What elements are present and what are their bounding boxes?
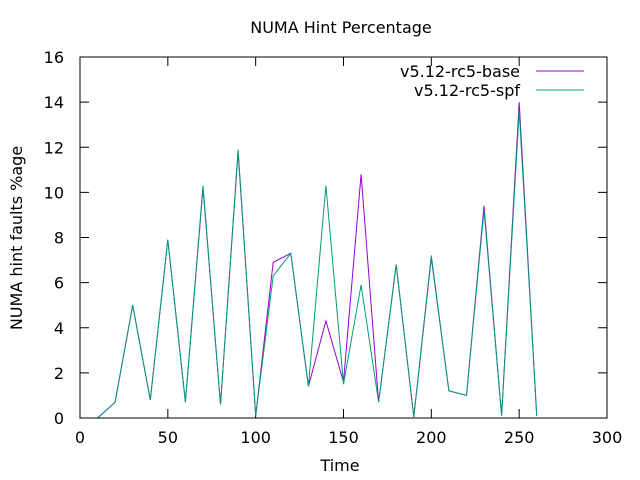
x-tick-label: 150 [328,428,359,447]
y-tick-label: 2 [54,364,64,383]
legend-label-1: v5.12-rc5-spf [414,81,520,100]
chart-title: NUMA Hint Percentage [250,18,432,37]
x-tick-label: 300 [592,428,623,447]
series-line-1 [97,111,538,419]
y-tick-label: 8 [54,229,64,248]
x-axis-label: Time [319,456,359,475]
y-tick-label: 12 [44,138,64,157]
y-tick-label: 10 [44,183,64,202]
legend-label-0: v5.12-rc5-base [400,62,520,81]
y-tick-label: 16 [44,48,64,67]
y-tick-label: 14 [44,93,64,112]
series-layer [97,102,538,419]
x-tick-label: 200 [416,428,447,447]
y-axis-label: NUMA hint faults %age [7,146,26,330]
x-tick-label: 0 [75,428,85,447]
y-tick-label: 4 [54,319,64,338]
plot-frame [79,56,608,419]
x-tick-label: 100 [240,428,271,447]
y-tick-label: 6 [54,274,64,293]
x-tick-label: 50 [158,428,178,447]
series-line-0 [97,102,538,419]
x-tick-label: 250 [504,428,535,447]
axis-ticks: 0 50 100 150 200 250 300 0 2 4 6 8 10 12 14 16 [44,48,623,447]
y-tick-label: 0 [54,409,64,428]
